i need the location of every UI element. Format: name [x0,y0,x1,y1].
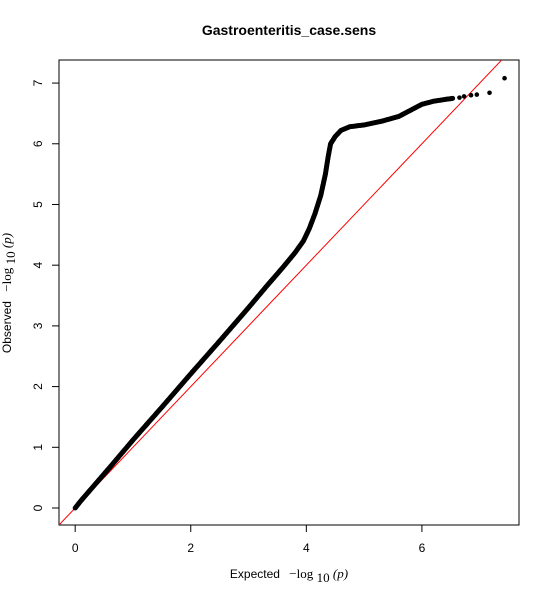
x-tick-label: 4 [303,541,310,555]
x-axis: 0 2 4 6 [72,524,426,555]
svg-text:Expected −log 10: Expected −log 10 (p) [230,566,348,585]
chart-title: Gastroenteritis_case.sens [202,22,377,38]
x-axis-label-expr: −log [289,566,313,581]
qq-tail-point [502,75,507,81]
y-axis-label-sub: 10 [3,251,18,264]
y-tick-label: 1 [31,444,45,451]
y-tick-label: 6 [31,140,45,147]
y-tick-label: 7 [31,79,45,86]
plot-frame [58,59,520,526]
qq-tail-point [461,94,467,99]
y-axis-label: Observed −log 10 (p) [0,233,18,353]
reference-line [59,60,503,525]
qq-tail-point [468,92,474,98]
y-axis-label-prefix: Observed [0,301,14,353]
x-tick-label: 0 [72,541,79,555]
y-tick-label: 0 [31,504,45,511]
x-tick-label: 2 [187,541,194,555]
svg-text:Observed −log 10: Observed −log 10 (p) [0,233,18,353]
qq-tail-point [474,92,480,97]
y-tick-label: 3 [31,322,45,329]
plot-area [59,60,507,525]
y-axis-label-expr: −log [0,267,14,291]
qq-points [72,95,456,511]
qq-tail-point [457,95,462,100]
y-tick-label: 5 [31,201,45,208]
x-tick-label: 6 [419,541,426,555]
y-axis: 0 1 2 3 4 5 6 7 [31,79,60,511]
y-axis-label-arg: (p) [0,233,14,248]
x-axis-label-sub: 10 [317,570,330,585]
qq-tail-point [487,90,492,96]
y-tick-label: 4 [31,262,45,269]
x-axis-label-arg: (p) [333,566,348,581]
y-tick-label: 2 [31,383,45,390]
x-axis-label-prefix: Expected [230,567,280,581]
x-axis-label: Expected −log 10 (p) [230,566,348,585]
qq-tail-point [448,96,454,102]
